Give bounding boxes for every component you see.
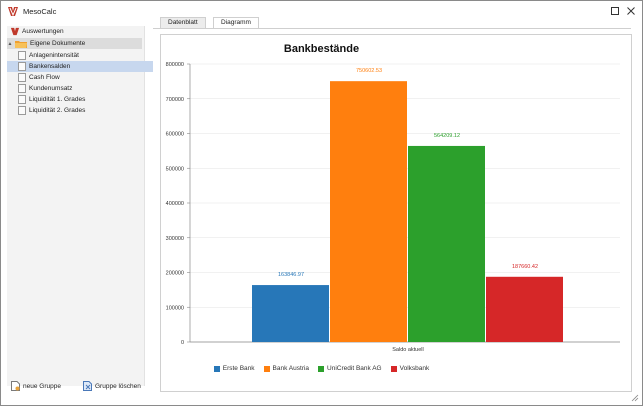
new-group-label: neue Gruppe: [23, 382, 61, 390]
y-tick-label: 500000: [166, 166, 184, 172]
sidebar-item-label: Anlagenintensität: [29, 52, 79, 59]
sidebar-item-label: Kundenumsatz: [29, 85, 73, 92]
bar-erste-bank: [252, 285, 329, 342]
legend-item: Erste Bank: [213, 365, 255, 372]
legend-label: UniCredit Bank AG: [327, 365, 382, 372]
sidebar-item-anlagenintensitaet[interactable]: Anlagenintensität: [7, 50, 153, 61]
chart-title: Bankbestände: [283, 43, 360, 55]
data-label: 163846.97: [278, 272, 304, 278]
new-document-icon: [11, 381, 20, 391]
y-tick-label: 0: [181, 340, 184, 346]
tab-datenblatt[interactable]: Datenblatt: [160, 17, 206, 28]
tab-diagramm[interactable]: Diagramm: [213, 17, 259, 29]
y-tick-label: 400000: [166, 201, 184, 207]
legend-swatch: [263, 365, 270, 372]
legend-item: Bank Austria: [263, 365, 310, 372]
legend-item: Volksbank: [390, 365, 430, 372]
document-icon: [18, 95, 26, 104]
y-tick-label: 300000: [166, 236, 184, 242]
legend-label: Bank Austria: [272, 365, 310, 372]
folder-icon: [15, 40, 27, 48]
legend-item: UniCredit Bank AG: [318, 365, 382, 372]
sidebar-item-liquiditaet-2[interactable]: Liquidität 2. Grades: [7, 105, 153, 116]
y-tick-label: 600000: [166, 132, 184, 138]
sidebar-item-label: Liquidität 2. Grades: [29, 107, 86, 114]
sidebar-item-liquiditaet-1[interactable]: Liquidität 1. Grades: [7, 94, 153, 105]
sidebar-footer: neue Gruppe Gruppe löschen: [7, 381, 147, 395]
delete-group-button[interactable]: Gruppe löschen: [83, 381, 141, 391]
legend-swatch: [213, 365, 220, 372]
tab-divider: [153, 28, 631, 29]
document-icon: [18, 73, 26, 82]
tree-group-eigene-dokumente[interactable]: ▲ Eigene Dokumente: [7, 38, 142, 49]
sidebar-item-label: Liquidität 1. Grades: [29, 96, 86, 103]
legend-label: Volksbank: [399, 365, 430, 372]
close-icon: [627, 7, 635, 15]
app-logo-icon: [10, 27, 20, 36]
new-group-button[interactable]: neue Gruppe: [11, 381, 61, 391]
document-icon: [18, 84, 26, 93]
sidebar-item-cash-flow[interactable]: Cash Flow: [7, 72, 153, 83]
tree-root-auswertungen[interactable]: Auswertungen: [10, 26, 64, 37]
data-label: 750602.53: [356, 68, 382, 74]
resize-grip-icon[interactable]: [631, 394, 639, 402]
collapse-arrow-icon[interactable]: ▲: [7, 40, 13, 47]
document-icon: [18, 62, 26, 71]
chart-legend: Erste Bank Bank Austria UniCredit Bank AG V…: [0, 365, 643, 372]
title-bar: MesoCalc: [1, 1, 642, 21]
data-label: 564209.12: [434, 133, 460, 139]
delete-document-icon: [83, 381, 92, 391]
app-logo-icon: [8, 7, 18, 17]
window-title: MesoCalc: [23, 7, 57, 16]
sidebar-item-kundenumsatz[interactable]: Kundenumsatz: [7, 83, 153, 94]
sidebar-item-bankensalden[interactable]: Bankensalden: [7, 61, 153, 72]
x-tick-label: Saldo aktuell: [392, 347, 424, 353]
report-tree: Auswertungen ▲ Eigene Dokumente Anlageni…: [7, 26, 153, 386]
sidebar-item-label: Cash Flow: [29, 74, 60, 81]
delete-group-label: Gruppe löschen: [95, 382, 141, 390]
document-icon: [18, 51, 26, 60]
tree-group-label: Eigene Dokumente: [30, 40, 86, 47]
legend-label: Erste Bank: [222, 365, 255, 372]
y-tick-label: 200000: [166, 271, 184, 277]
bar-volksbank: [486, 276, 563, 342]
y-tick-label: 700000: [166, 97, 184, 103]
legend-swatch: [318, 365, 325, 372]
y-tick-label: 100000: [166, 305, 184, 311]
close-button[interactable]: [625, 5, 637, 17]
y-tick-label: 800000: [166, 62, 184, 68]
bar-unicredit-bank-ag: [408, 145, 485, 342]
maximize-button[interactable]: [609, 5, 621, 17]
legend-swatch: [390, 365, 397, 372]
data-label: 187660.42: [512, 264, 538, 270]
bar-bank-austria: [330, 81, 407, 342]
sidebar-item-label: Bankensalden: [29, 63, 71, 70]
document-icon: [18, 106, 26, 115]
maximize-icon: [611, 7, 619, 15]
tree-root-label: Auswertungen: [22, 28, 64, 35]
